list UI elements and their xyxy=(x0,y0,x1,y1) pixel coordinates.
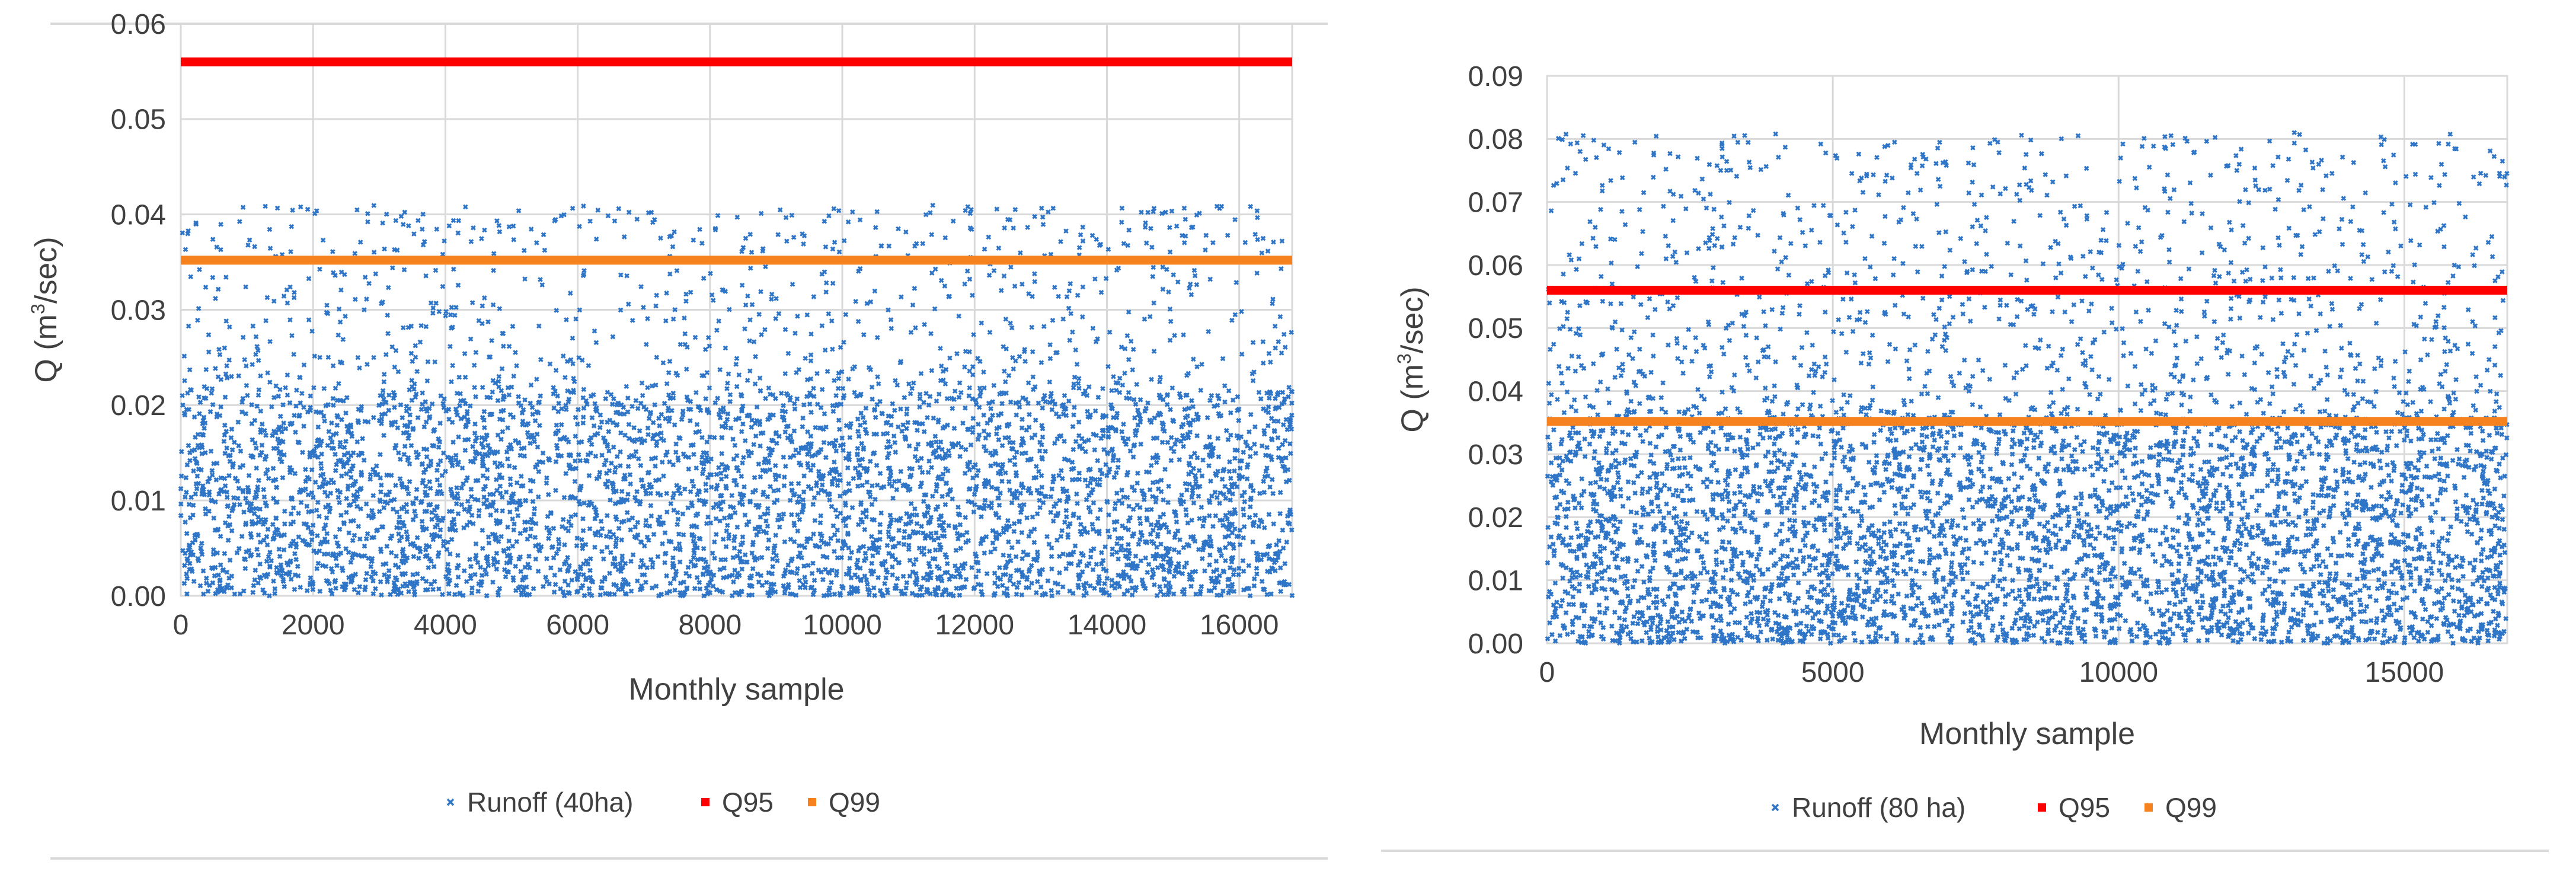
scatter-mid-points xyxy=(180,250,1295,398)
legend-marker-q95 xyxy=(2038,803,2046,812)
x-axis-title: Monthly sample xyxy=(628,672,844,707)
y-tick-label: 0.04 xyxy=(111,199,166,231)
y-axis-title: Q (m3/sec) xyxy=(1394,286,1430,432)
x-tick-label: 8000 xyxy=(678,609,742,641)
legend-marker-q95 xyxy=(701,798,709,806)
y-tick-label: 0.00 xyxy=(1468,628,1523,660)
scatter-points-0 xyxy=(178,202,1295,599)
scatter-bulk-points xyxy=(178,392,1295,599)
legend: Runoff (40ha) Q95 Q99 xyxy=(446,787,880,818)
x-tick-label: 10000 xyxy=(803,609,881,641)
y-tick-label: 0.08 xyxy=(1468,124,1523,155)
legend-label: Q99 xyxy=(2165,792,2217,823)
legend-marker-runoff xyxy=(446,798,455,806)
y-axis-title: Q (m3/sec) xyxy=(27,237,63,382)
legend-label: Q99 xyxy=(829,787,880,818)
y-tick-label: 0.06 xyxy=(111,9,166,40)
y-tick-label: 0.02 xyxy=(111,390,166,422)
y-tick-label: 0.02 xyxy=(1468,502,1523,534)
x-tick-label: 5000 xyxy=(1801,657,1865,688)
legend-label: Q95 xyxy=(2059,792,2110,823)
y-axis-title-superscript: 3 xyxy=(27,304,49,314)
x-tick-label: 10000 xyxy=(2079,657,2158,688)
y-axis-title-prefix: Q (m xyxy=(29,314,63,383)
chart-runoff-80ha: 0.00 0.01 0.02 0.03 0.04 0.05 0.06 0.07 0.08 0.09… xyxy=(1394,61,2510,823)
y-axis-title-superscript: 3 xyxy=(1394,353,1415,364)
scatter-bulk-points xyxy=(1545,420,2510,646)
x-tick-label: 12000 xyxy=(935,609,1014,641)
legend-marker-q99 xyxy=(808,798,816,806)
chart-runoff-40ha: 0.00 0.01 0.02 0.03 0.04 0.05 0.06 0 2000 4000 600… xyxy=(27,9,1295,818)
y-tick-label: 0.05 xyxy=(1468,313,1523,344)
legend-marker-runoff xyxy=(1771,803,1779,812)
x-tick-label: 6000 xyxy=(546,609,609,641)
x-tick-label: 15000 xyxy=(2365,657,2444,688)
y-tick-label: 0.05 xyxy=(111,104,166,136)
x-tick-label: 2000 xyxy=(282,609,345,641)
legend-label: Q95 xyxy=(722,787,774,818)
y-tick-label: 0.07 xyxy=(1468,187,1523,218)
scatter-upper-points xyxy=(1551,130,2510,205)
x-tick-label: 0 xyxy=(173,609,189,641)
y-tick-label: 0.03 xyxy=(1468,439,1523,471)
legend-marker-q99 xyxy=(2144,803,2153,812)
plot-area-border xyxy=(1546,75,2508,644)
scatter-upper-points xyxy=(180,202,1285,255)
x-tick-label: 0 xyxy=(1539,657,1555,688)
scatter-points-1 xyxy=(1545,130,2510,646)
y-tick-label: 0.01 xyxy=(1468,565,1523,596)
legend-label: Runoff (80 ha) xyxy=(1792,792,1965,823)
x-tick-label: 4000 xyxy=(414,609,477,641)
x-tick-label: 14000 xyxy=(1068,609,1146,641)
legend-label: Runoff (40ha) xyxy=(467,787,633,818)
y-axis-title-prefix: Q (m xyxy=(1395,364,1430,433)
y-tick-label: 0.01 xyxy=(111,486,166,517)
y-tick-label: 0.00 xyxy=(111,581,166,612)
y-tick-label: 0.09 xyxy=(1468,61,1523,92)
legend: Runoff (80 ha) Q95 Q99 xyxy=(1771,792,2217,823)
y-tick-label: 0.03 xyxy=(111,295,166,326)
x-axis-title: Monthly sample xyxy=(1919,717,2135,751)
y-tick-label: 0.04 xyxy=(1468,376,1523,407)
x-tick-label: 16000 xyxy=(1200,609,1279,641)
y-axis-title-suffix: /sec) xyxy=(1395,286,1430,353)
y-axis-title-suffix: /sec) xyxy=(29,237,63,304)
y-tick-label: 0.06 xyxy=(1468,250,1523,282)
plot-area-border xyxy=(180,23,1293,597)
